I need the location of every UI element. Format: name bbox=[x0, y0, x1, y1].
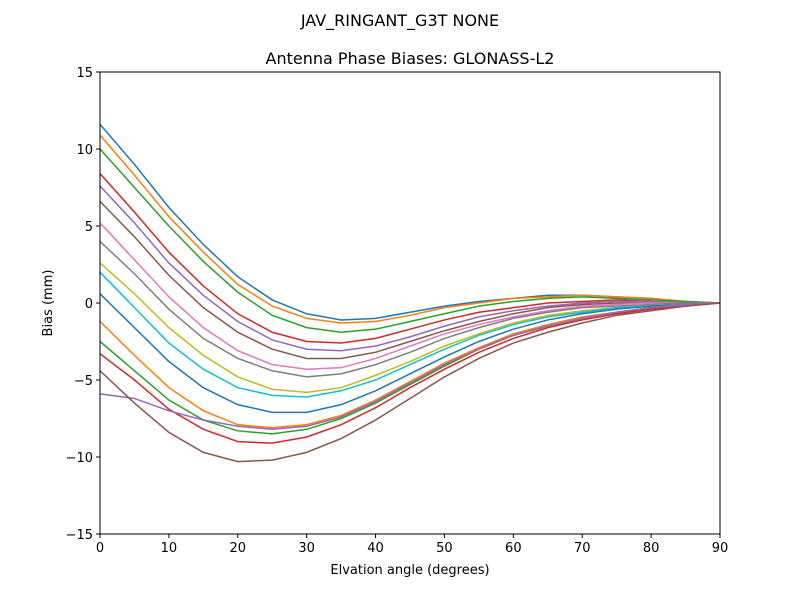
series-line-11 bbox=[99, 293, 721, 414]
y-tick-label: −10 bbox=[66, 451, 93, 466]
series-line-7 bbox=[99, 222, 720, 370]
series-line-14 bbox=[99, 302, 721, 444]
series-line-9 bbox=[99, 262, 721, 394]
series-line-13 bbox=[99, 302, 721, 435]
y-axis-label: Bias (mm) bbox=[41, 270, 56, 337]
series-lines bbox=[99, 123, 721, 463]
series-line-6 bbox=[99, 200, 720, 360]
y-tick-label: −15 bbox=[66, 528, 93, 543]
series-line-5 bbox=[99, 185, 720, 352]
x-tick-label: 30 bbox=[298, 541, 315, 556]
chart-title: Antenna Phase Biases: GLONASS-L2 bbox=[266, 49, 555, 68]
x-tick-label: 0 bbox=[96, 541, 104, 556]
series-line-15 bbox=[99, 302, 721, 431]
series-line-8 bbox=[99, 240, 720, 378]
x-tick-label: 20 bbox=[230, 541, 247, 556]
series-line-4 bbox=[99, 173, 720, 344]
x-tick-label: 70 bbox=[574, 541, 591, 556]
x-tick-label: 10 bbox=[161, 541, 178, 556]
x-tick-label: 60 bbox=[505, 541, 522, 556]
y-tick-label: 10 bbox=[76, 143, 93, 158]
series-line-1 bbox=[99, 123, 721, 321]
x-axis-label: Elvation angle (degrees) bbox=[330, 563, 489, 578]
series-line-10 bbox=[99, 271, 721, 398]
x-tick-label: 50 bbox=[436, 541, 453, 556]
series-line-3 bbox=[99, 148, 721, 334]
y-tick-label: 15 bbox=[76, 66, 93, 81]
figure-suptitle: JAV_RINGANT_G3T NONE bbox=[300, 11, 499, 31]
series-line-16 bbox=[99, 302, 721, 463]
x-tick-label: 40 bbox=[367, 541, 384, 556]
x-tick-label: 90 bbox=[712, 541, 729, 556]
axes: 0 10 20 30 40 50 60 70 80 90 −15 −10 −5 0 5 10 15 bbox=[66, 66, 729, 556]
y-tick-label: −5 bbox=[74, 374, 93, 389]
x-tick-label: 80 bbox=[643, 541, 660, 556]
series-line-2 bbox=[99, 134, 721, 324]
y-tick-label: 0 bbox=[85, 297, 93, 312]
y-tick-label: 5 bbox=[85, 220, 93, 235]
